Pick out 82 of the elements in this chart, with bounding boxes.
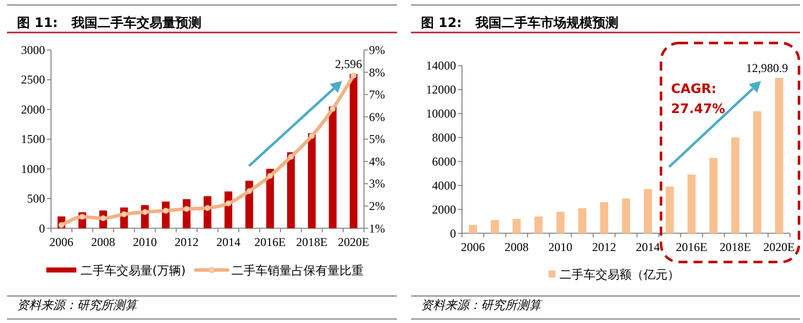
y-tick-label: 2000 (432, 202, 456, 216)
point (142, 209, 148, 216)
y-tick-label: 6000 (432, 154, 456, 168)
x-tick-label: 2016E (254, 235, 286, 249)
y-tick-label: 8000 (432, 130, 456, 145)
point (121, 211, 128, 218)
y-tick-label: 3000 (21, 43, 45, 57)
bar (308, 133, 316, 228)
x-tick-label: 2006 (49, 235, 74, 249)
bar (709, 158, 718, 234)
point (204, 205, 210, 212)
y2-tick-label: 3% (369, 176, 385, 191)
x-tick-label: 2006 (460, 240, 485, 254)
x-tick-label: 2008 (504, 240, 529, 254)
y-tick-label: 500 (27, 192, 45, 206)
data-label: 12,980.9 (746, 60, 788, 75)
x-tick-label: 2012 (592, 240, 616, 254)
bar (775, 78, 784, 234)
data-label: 2,596 (335, 57, 362, 72)
point (308, 133, 315, 140)
y2-tick-label: 7% (369, 88, 385, 102)
y2-tick-label: 8% (369, 65, 385, 80)
x-tick-label: 2010 (132, 235, 157, 249)
y-tick-label: 0 (450, 226, 456, 240)
legend-label: 二手车交易量(万辆) (80, 264, 186, 278)
bar (556, 212, 564, 234)
bar (490, 220, 499, 234)
y-tick-label: 1000 (21, 162, 45, 176)
legend-label: 二手车交易额（亿元） (560, 268, 680, 282)
bar (622, 198, 630, 234)
legend-label: 二手车销量占保有量比重 (232, 264, 364, 278)
point (288, 154, 294, 160)
y-tick-label: 0 (39, 221, 45, 236)
x-tick-label: 2020E (763, 240, 795, 254)
y2-tick-label: 9% (369, 43, 385, 57)
y2-tick-label: 5% (369, 132, 385, 146)
x-tick-label: 2018E (296, 235, 328, 249)
bar (512, 218, 521, 234)
x-tick-label: 2016E (676, 240, 708, 254)
x-tick-label: 2014 (216, 235, 240, 249)
y-tick-label: 2500 (21, 72, 45, 87)
bar (328, 106, 337, 228)
annotation: CAGR: 27.47% (671, 82, 726, 117)
y-tick-label: 14000 (426, 58, 456, 73)
bar (600, 202, 608, 234)
bar (350, 74, 358, 228)
y2-tick-label: 6% (369, 110, 385, 124)
x-tick-label: 2008 (91, 235, 116, 249)
bar (287, 152, 295, 228)
x-tick-label: 2010 (548, 240, 572, 254)
y2-tick-label: 1% (369, 221, 385, 236)
text: 资料来源：研究所测算 (421, 298, 543, 312)
chart-title: 图 12: 我国二手车市场规模预测 (421, 15, 618, 31)
y-tick-label: 4000 (432, 178, 456, 192)
point (246, 188, 252, 194)
bar (644, 189, 652, 234)
point (330, 106, 336, 112)
bar (688, 174, 696, 234)
x-tick-label: 2020E (338, 235, 370, 249)
bar (731, 138, 740, 234)
bar (578, 208, 586, 234)
bar (468, 224, 477, 234)
y-tick-label: 12000 (426, 82, 456, 97)
point (267, 172, 274, 179)
bar (266, 168, 274, 228)
point (79, 214, 86, 220)
bar (753, 111, 762, 234)
x-tick-label: 2014 (636, 240, 660, 254)
y-tick-label: 2000 (21, 102, 45, 116)
text: 资料来源：研究所测算 (17, 298, 139, 312)
x-tick-label: 2012 (174, 235, 199, 249)
bar (534, 216, 543, 234)
x-tick-label: 2018E (720, 240, 752, 254)
point (225, 200, 232, 206)
point (162, 208, 169, 214)
bar (666, 186, 674, 234)
y2-tick-label: 2% (369, 199, 385, 214)
y-tick-label: 10000 (426, 106, 456, 121)
y2-tick-label: 4% (369, 154, 385, 168)
point (350, 72, 357, 79)
y-tick-label: 1500 (21, 132, 45, 146)
chart-title: 图 11: 我国二手车交易量预测 (17, 15, 202, 31)
